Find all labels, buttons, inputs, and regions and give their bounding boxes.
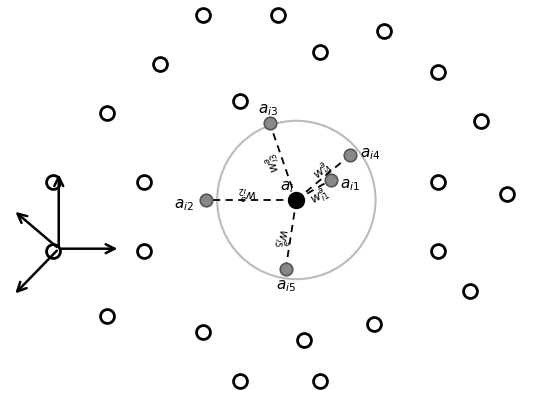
- Text: $a_{i2}$: $a_{i2}$: [174, 197, 194, 212]
- Text: $w_{i4}^a$: $w_{i4}^a$: [310, 157, 336, 183]
- Text: $w_{i2}^a$: $w_{i2}^a$: [237, 184, 257, 201]
- Text: $a_{i3}$: $a_{i3}$: [257, 102, 278, 117]
- Text: $w_{i5}^a$: $w_{i5}^a$: [271, 226, 291, 248]
- Text: $a_{i1}$: $a_{i1}$: [340, 177, 360, 192]
- Text: $w_{i3}^a$: $w_{i3}^a$: [262, 150, 285, 174]
- Text: $a_i$: $a_i$: [280, 179, 294, 194]
- Text: $a_{i5}$: $a_{i5}$: [276, 277, 296, 293]
- Text: $a_{i4}$: $a_{i4}$: [359, 146, 380, 162]
- Text: $w_{i1}^a$: $w_{i1}^a$: [307, 184, 333, 209]
